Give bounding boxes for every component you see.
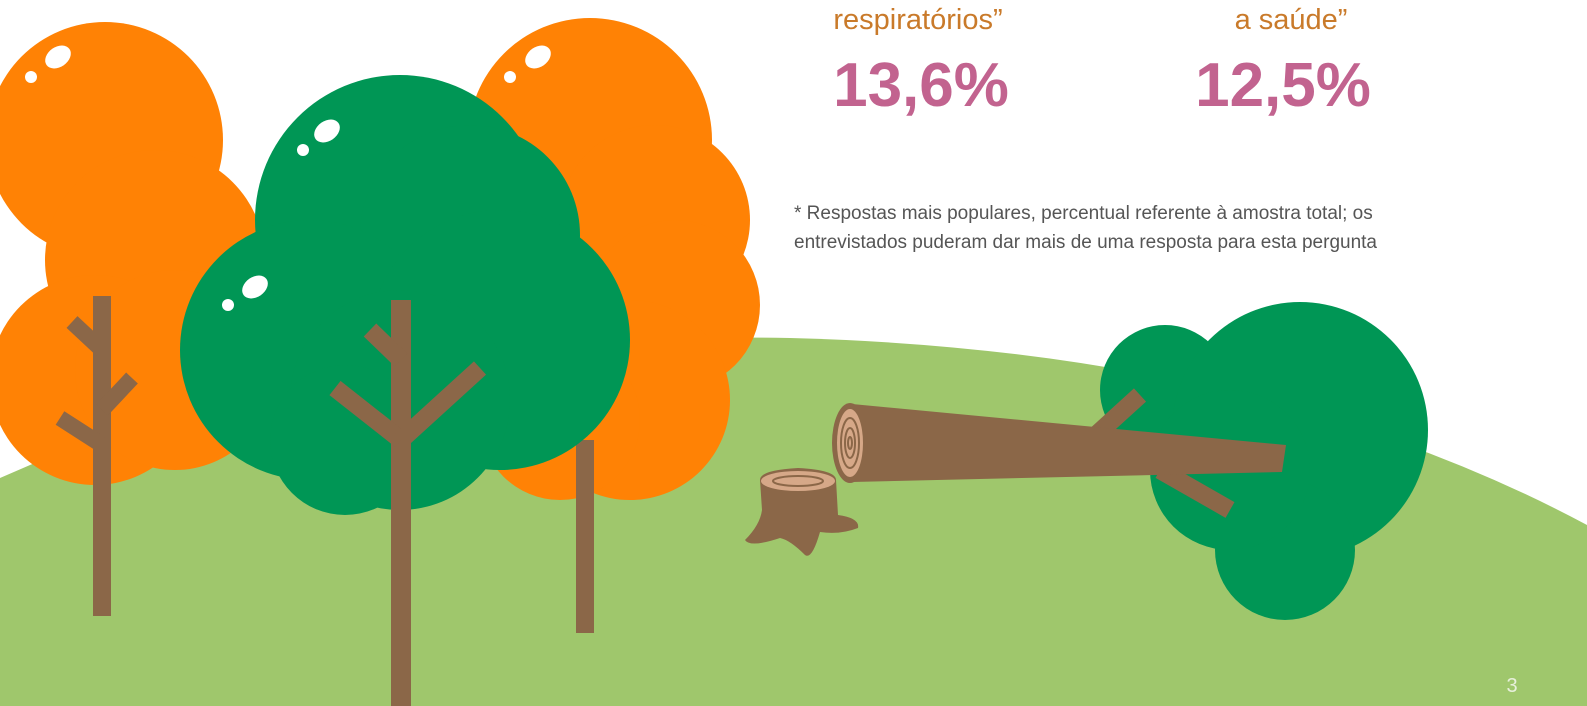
scene <box>0 18 1587 706</box>
stat-value: 13,6% <box>833 51 1009 120</box>
footnote: entrevistados puderam dar mais de uma re… <box>794 232 1377 253</box>
slide: respiratórios” 13,6% a saúde” 12,5% * Re… <box>0 0 1587 706</box>
stat-value: 12,5% <box>1195 51 1371 120</box>
stat-label: respiratórios” <box>833 4 1002 36</box>
page-number: 3 <box>1506 675 1517 697</box>
page: {"stats": [{"label": "respiratórios”", "… <box>0 0 1587 706</box>
stat-label: a saúde” <box>1235 4 1348 36</box>
footnote: * Respostas mais populares, percentual r… <box>794 203 1373 224</box>
